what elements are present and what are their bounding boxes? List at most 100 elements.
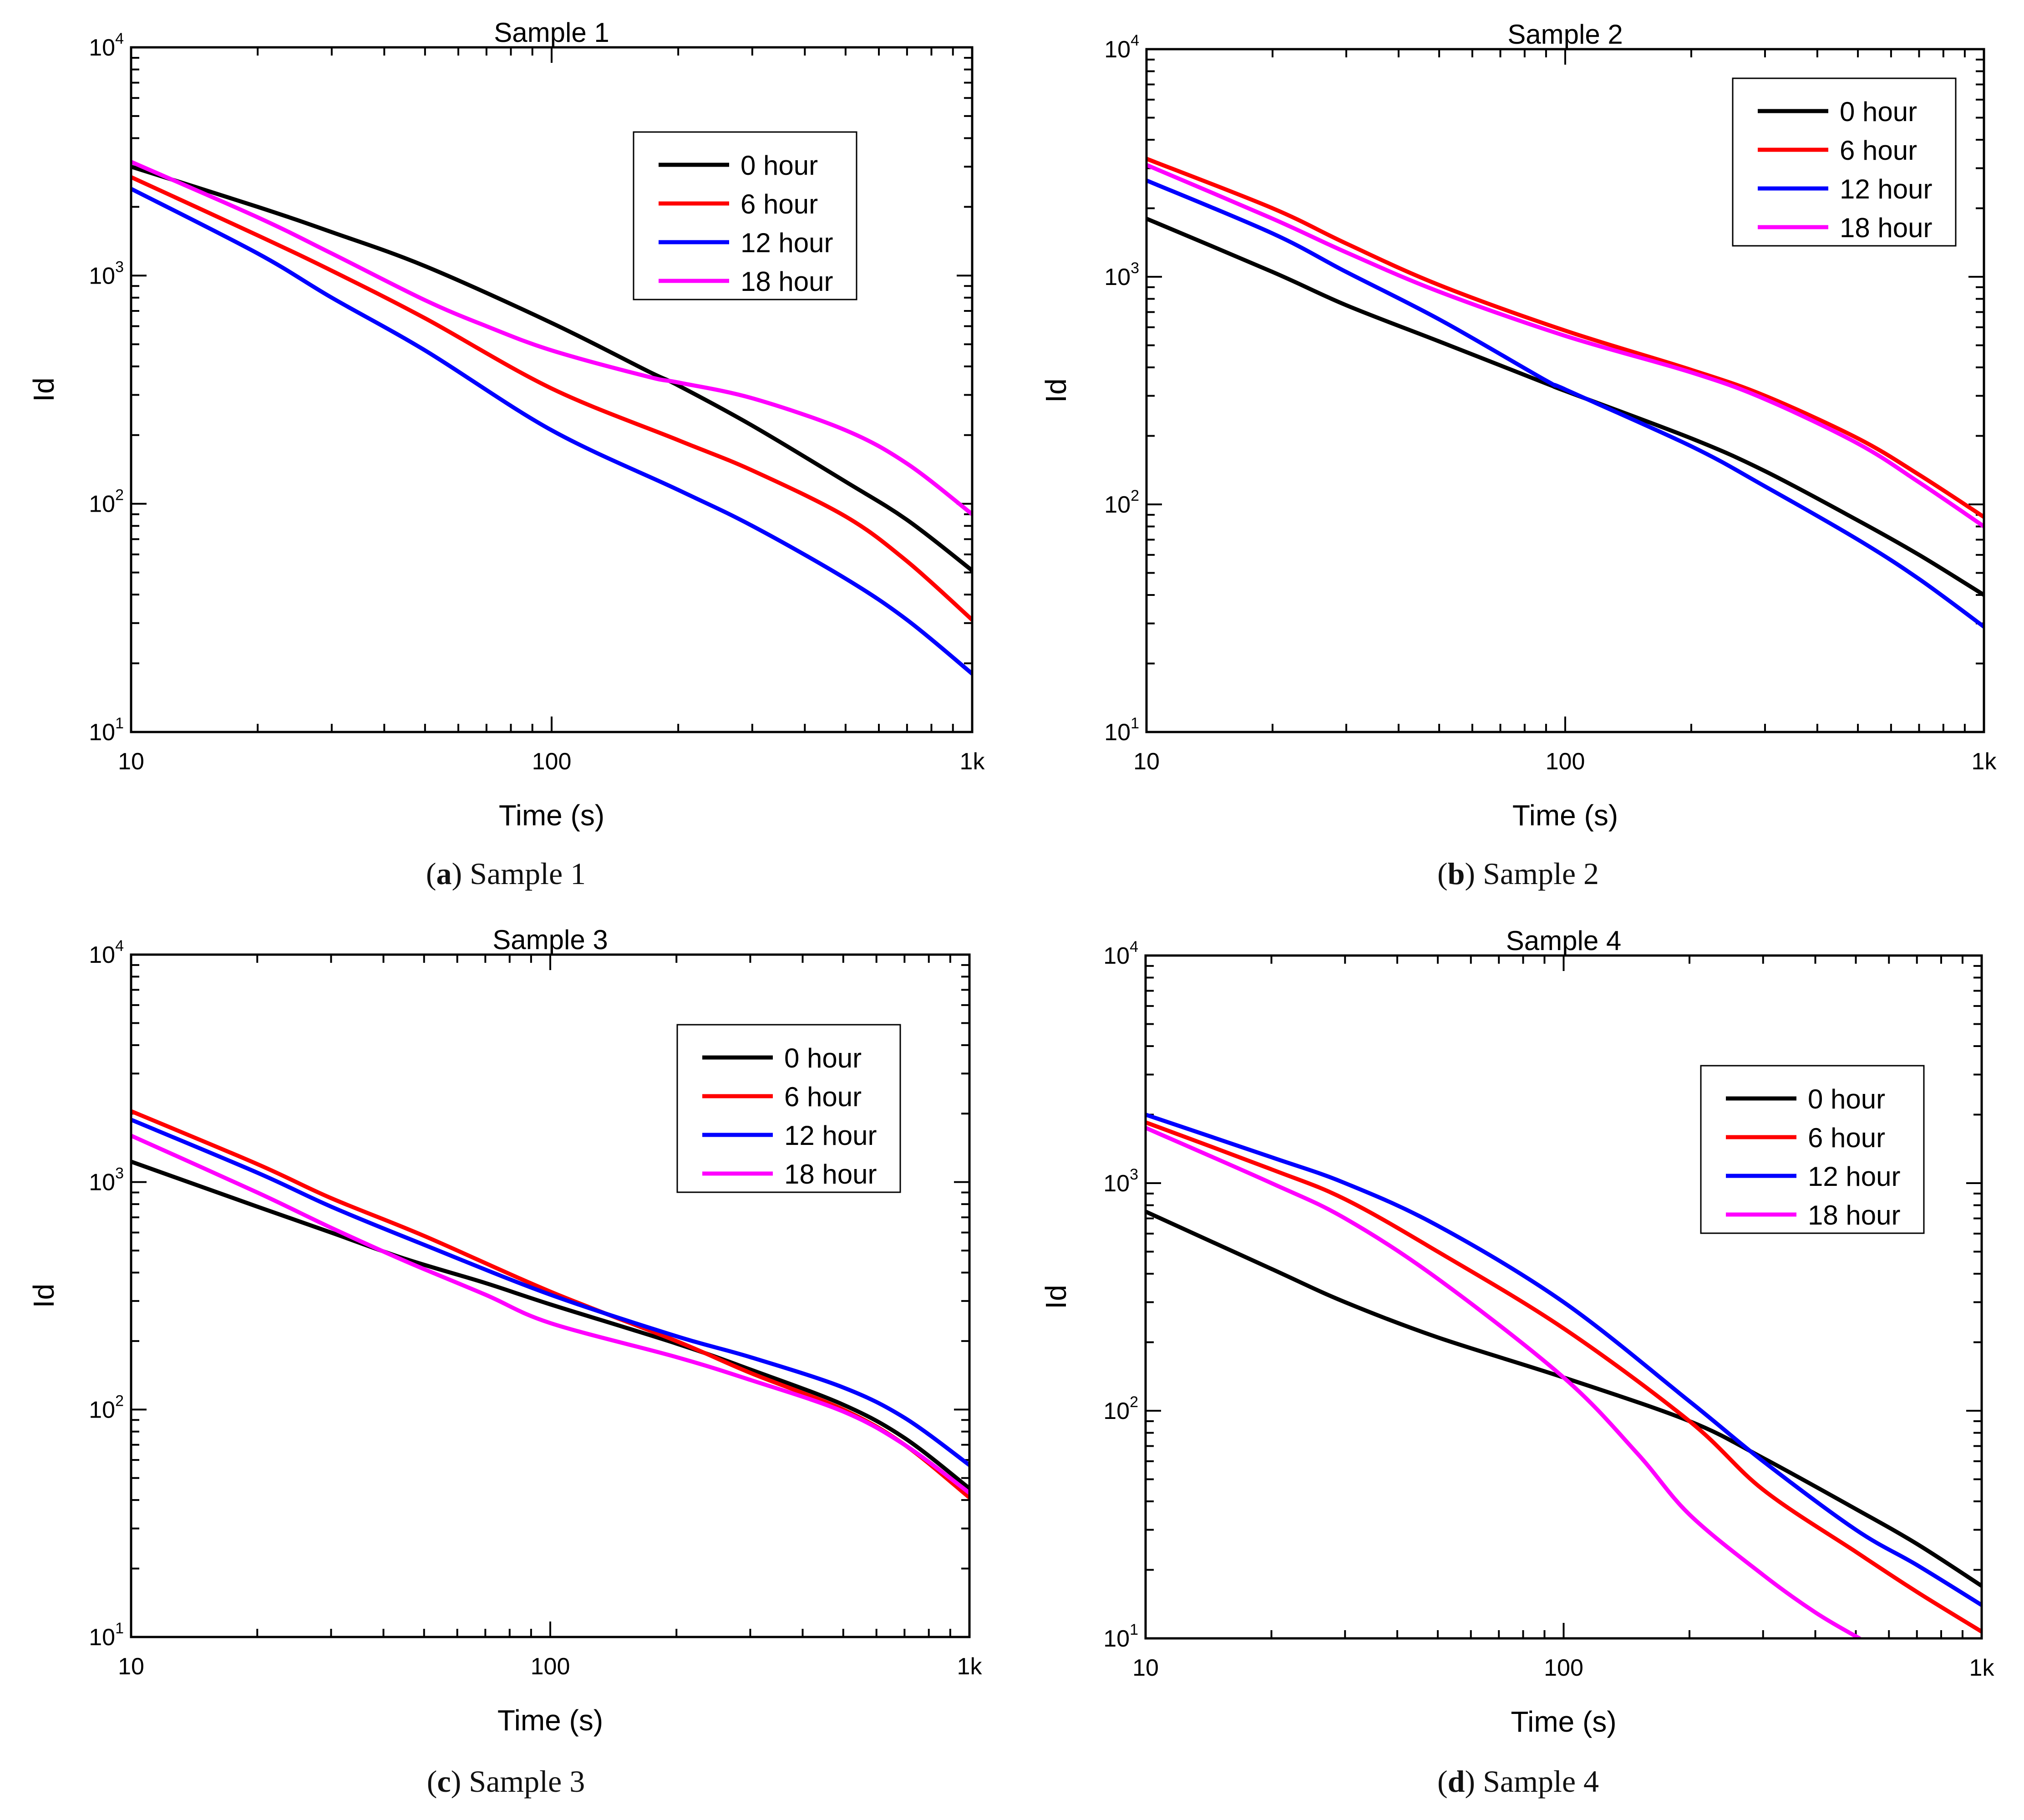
ticks xyxy=(1146,48,1985,733)
y-axis-label: Id xyxy=(27,1284,60,1308)
y-axis-label: Id xyxy=(1040,378,1072,402)
plot-frame xyxy=(130,46,974,733)
legend-box xyxy=(676,1024,901,1193)
y-tick-label: 102 xyxy=(89,1392,124,1423)
y-tick-label: 101 xyxy=(1104,715,1139,746)
caption-text: Sample 3 xyxy=(469,1764,585,1799)
y-tick-base: 10 xyxy=(89,719,115,746)
x-tick-label: 100 xyxy=(531,1653,570,1680)
y-tick-base: 10 xyxy=(1103,943,1130,969)
plot-frame xyxy=(130,953,971,1638)
legend-label: 12 hour xyxy=(1808,1161,1901,1192)
y-tick-exp: 4 xyxy=(115,30,124,47)
legend-box xyxy=(1732,77,1957,247)
caption-c: (c) Sample 3 xyxy=(426,1764,585,1799)
legend: 0 hour 6 hour 12 hour 18 hour xyxy=(676,1024,901,1193)
y-tick-base: 10 xyxy=(1104,264,1131,290)
y-tick-base: 10 xyxy=(89,942,115,968)
legend-box xyxy=(633,131,857,300)
y-tick-exp: 1 xyxy=(115,1620,124,1637)
legend: 0 hour 6 hour 12 hour 18 hour xyxy=(1700,1065,1925,1234)
chart-panel-d: 10 100 1k 101 102 103 104 Sample 4 Time (s) Id 0 h… xyxy=(1012,910,2024,1820)
x-axis-label: Time (s) xyxy=(1511,1705,1616,1738)
x-tick-label: 100 xyxy=(532,748,572,775)
x-tick-label: 10 xyxy=(118,1653,144,1680)
y-tick-base: 10 xyxy=(1104,719,1131,746)
ticks xyxy=(130,46,973,733)
y-tick-exp: 4 xyxy=(115,937,124,955)
y-tick-base: 10 xyxy=(1104,492,1131,518)
chart-title: Sample 1 xyxy=(494,17,609,48)
series-line-18-hour xyxy=(1146,1125,1862,1638)
legend: 0 hour 6 hour 12 hour 18 hour xyxy=(633,131,857,300)
y-tick-label: 104 xyxy=(1104,32,1139,63)
series-line-0-hour xyxy=(131,1159,969,1491)
series-line-18-hour xyxy=(131,1134,969,1495)
series-line-0-hour xyxy=(131,164,972,573)
legend-label: 18 hour xyxy=(784,1159,877,1190)
caption-letter: c xyxy=(437,1764,451,1799)
y-tick-exp: 2 xyxy=(115,1392,124,1409)
legend-label: 6 hour xyxy=(1808,1123,1885,1153)
y-tick-exp: 4 xyxy=(1130,938,1138,956)
x-axis-label: Time (s) xyxy=(497,1704,603,1737)
y-tick-label: 102 xyxy=(1104,487,1139,518)
y-tick-label: 104 xyxy=(89,937,124,968)
y-tick-exp: 1 xyxy=(1130,1621,1138,1638)
legend-box xyxy=(1700,1065,1925,1234)
y-tick-exp: 2 xyxy=(115,487,124,504)
series-line-6-hour xyxy=(131,175,972,622)
caption-a: (a) Sample 1 xyxy=(426,856,586,891)
y-tick-base: 10 xyxy=(1103,1398,1130,1424)
y-tick-exp: 3 xyxy=(115,258,124,275)
caption-letter: a xyxy=(436,856,452,891)
y-tick-label: 103 xyxy=(89,258,124,289)
series-line-18-hour xyxy=(131,160,972,517)
legend-label: 12 hour xyxy=(784,1120,877,1151)
x-tick-label: 10 xyxy=(1132,1655,1159,1681)
series-lines xyxy=(1146,157,1984,629)
y-tick-label: 104 xyxy=(89,30,124,61)
y-tick-exp: 3 xyxy=(1131,259,1139,277)
caption-letter: b xyxy=(1447,856,1465,891)
y-tick-base: 10 xyxy=(89,1624,115,1651)
x-tick-label: 1k xyxy=(957,1653,983,1680)
series-line-12-hour xyxy=(131,1118,969,1467)
legend-label: 0 hour xyxy=(1808,1084,1885,1114)
chart-panel-b: 10 100 1k 101 102 103 104 Sample 2 Time (s) Id 0 h… xyxy=(1012,0,2024,910)
series-line-6-hour xyxy=(1146,1120,1982,1634)
legend-label: 6 hour xyxy=(741,189,818,219)
legend-label: 12 hour xyxy=(741,228,833,258)
caption-text: Sample 2 xyxy=(1483,856,1599,891)
series-lines xyxy=(1146,1112,1982,1638)
y-tick-base: 10 xyxy=(1103,1626,1130,1652)
legend: 0 hour 6 hour 12 hour 18 hour xyxy=(1732,77,1957,247)
series-lines xyxy=(131,160,972,676)
plot-frame xyxy=(1145,48,1985,733)
y-tick-label: 101 xyxy=(89,715,124,746)
x-axis-label: Time (s) xyxy=(499,799,604,832)
y-tick-label: 103 xyxy=(1103,1166,1138,1197)
caption-b: (b) Sample 2 xyxy=(1437,856,1599,891)
y-tick-label: 103 xyxy=(1104,259,1139,290)
y-tick-exp: 1 xyxy=(115,715,124,732)
x-tick-label: 100 xyxy=(1544,1655,1583,1681)
legend-label: 12 hour xyxy=(1840,174,1933,204)
series-line-6-hour xyxy=(1146,157,1984,519)
legend-label: 18 hour xyxy=(1808,1200,1901,1230)
x-tick-label: 100 xyxy=(1546,748,1585,775)
series-line-18-hour xyxy=(1146,163,1984,529)
y-tick-exp: 2 xyxy=(1130,1393,1138,1411)
y-tick-exp: 2 xyxy=(1131,487,1139,504)
x-axis-label: Time (s) xyxy=(1512,799,1618,832)
y-tick-base: 10 xyxy=(89,263,115,289)
legend-label: 0 hour xyxy=(1840,97,1917,127)
chart-title: Sample 3 xyxy=(492,925,608,955)
y-tick-label: 101 xyxy=(89,1620,124,1651)
y-tick-base: 10 xyxy=(1103,1170,1130,1197)
y-axis-label: Id xyxy=(1040,1285,1072,1309)
